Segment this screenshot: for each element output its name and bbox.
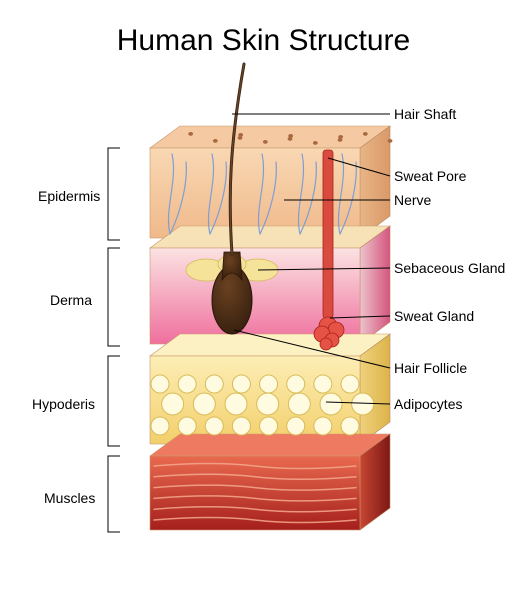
label-adipocytes: Adipocytes <box>394 396 462 412</box>
label-nerve: Nerve <box>394 192 431 208</box>
label-hair-shaft: Hair Shaft <box>394 106 456 122</box>
label-sweat-pore: Sweat Pore <box>394 168 466 184</box>
label-epidermis: Epidermis <box>38 188 100 204</box>
label-derma: Derma <box>50 292 92 308</box>
label-muscles: Muscles <box>44 490 95 506</box>
label-hair-follicle: Hair Follicle <box>394 360 467 376</box>
label-sweat-gland: Sweat Gland <box>394 308 474 324</box>
label-sebaceous-gland: Sebaceous Gland <box>394 260 505 276</box>
skin-structure-diagram: { "title": { "text": "Human Skin Structu… <box>0 0 527 600</box>
label-hypodermis: Hypoderis <box>32 396 95 412</box>
